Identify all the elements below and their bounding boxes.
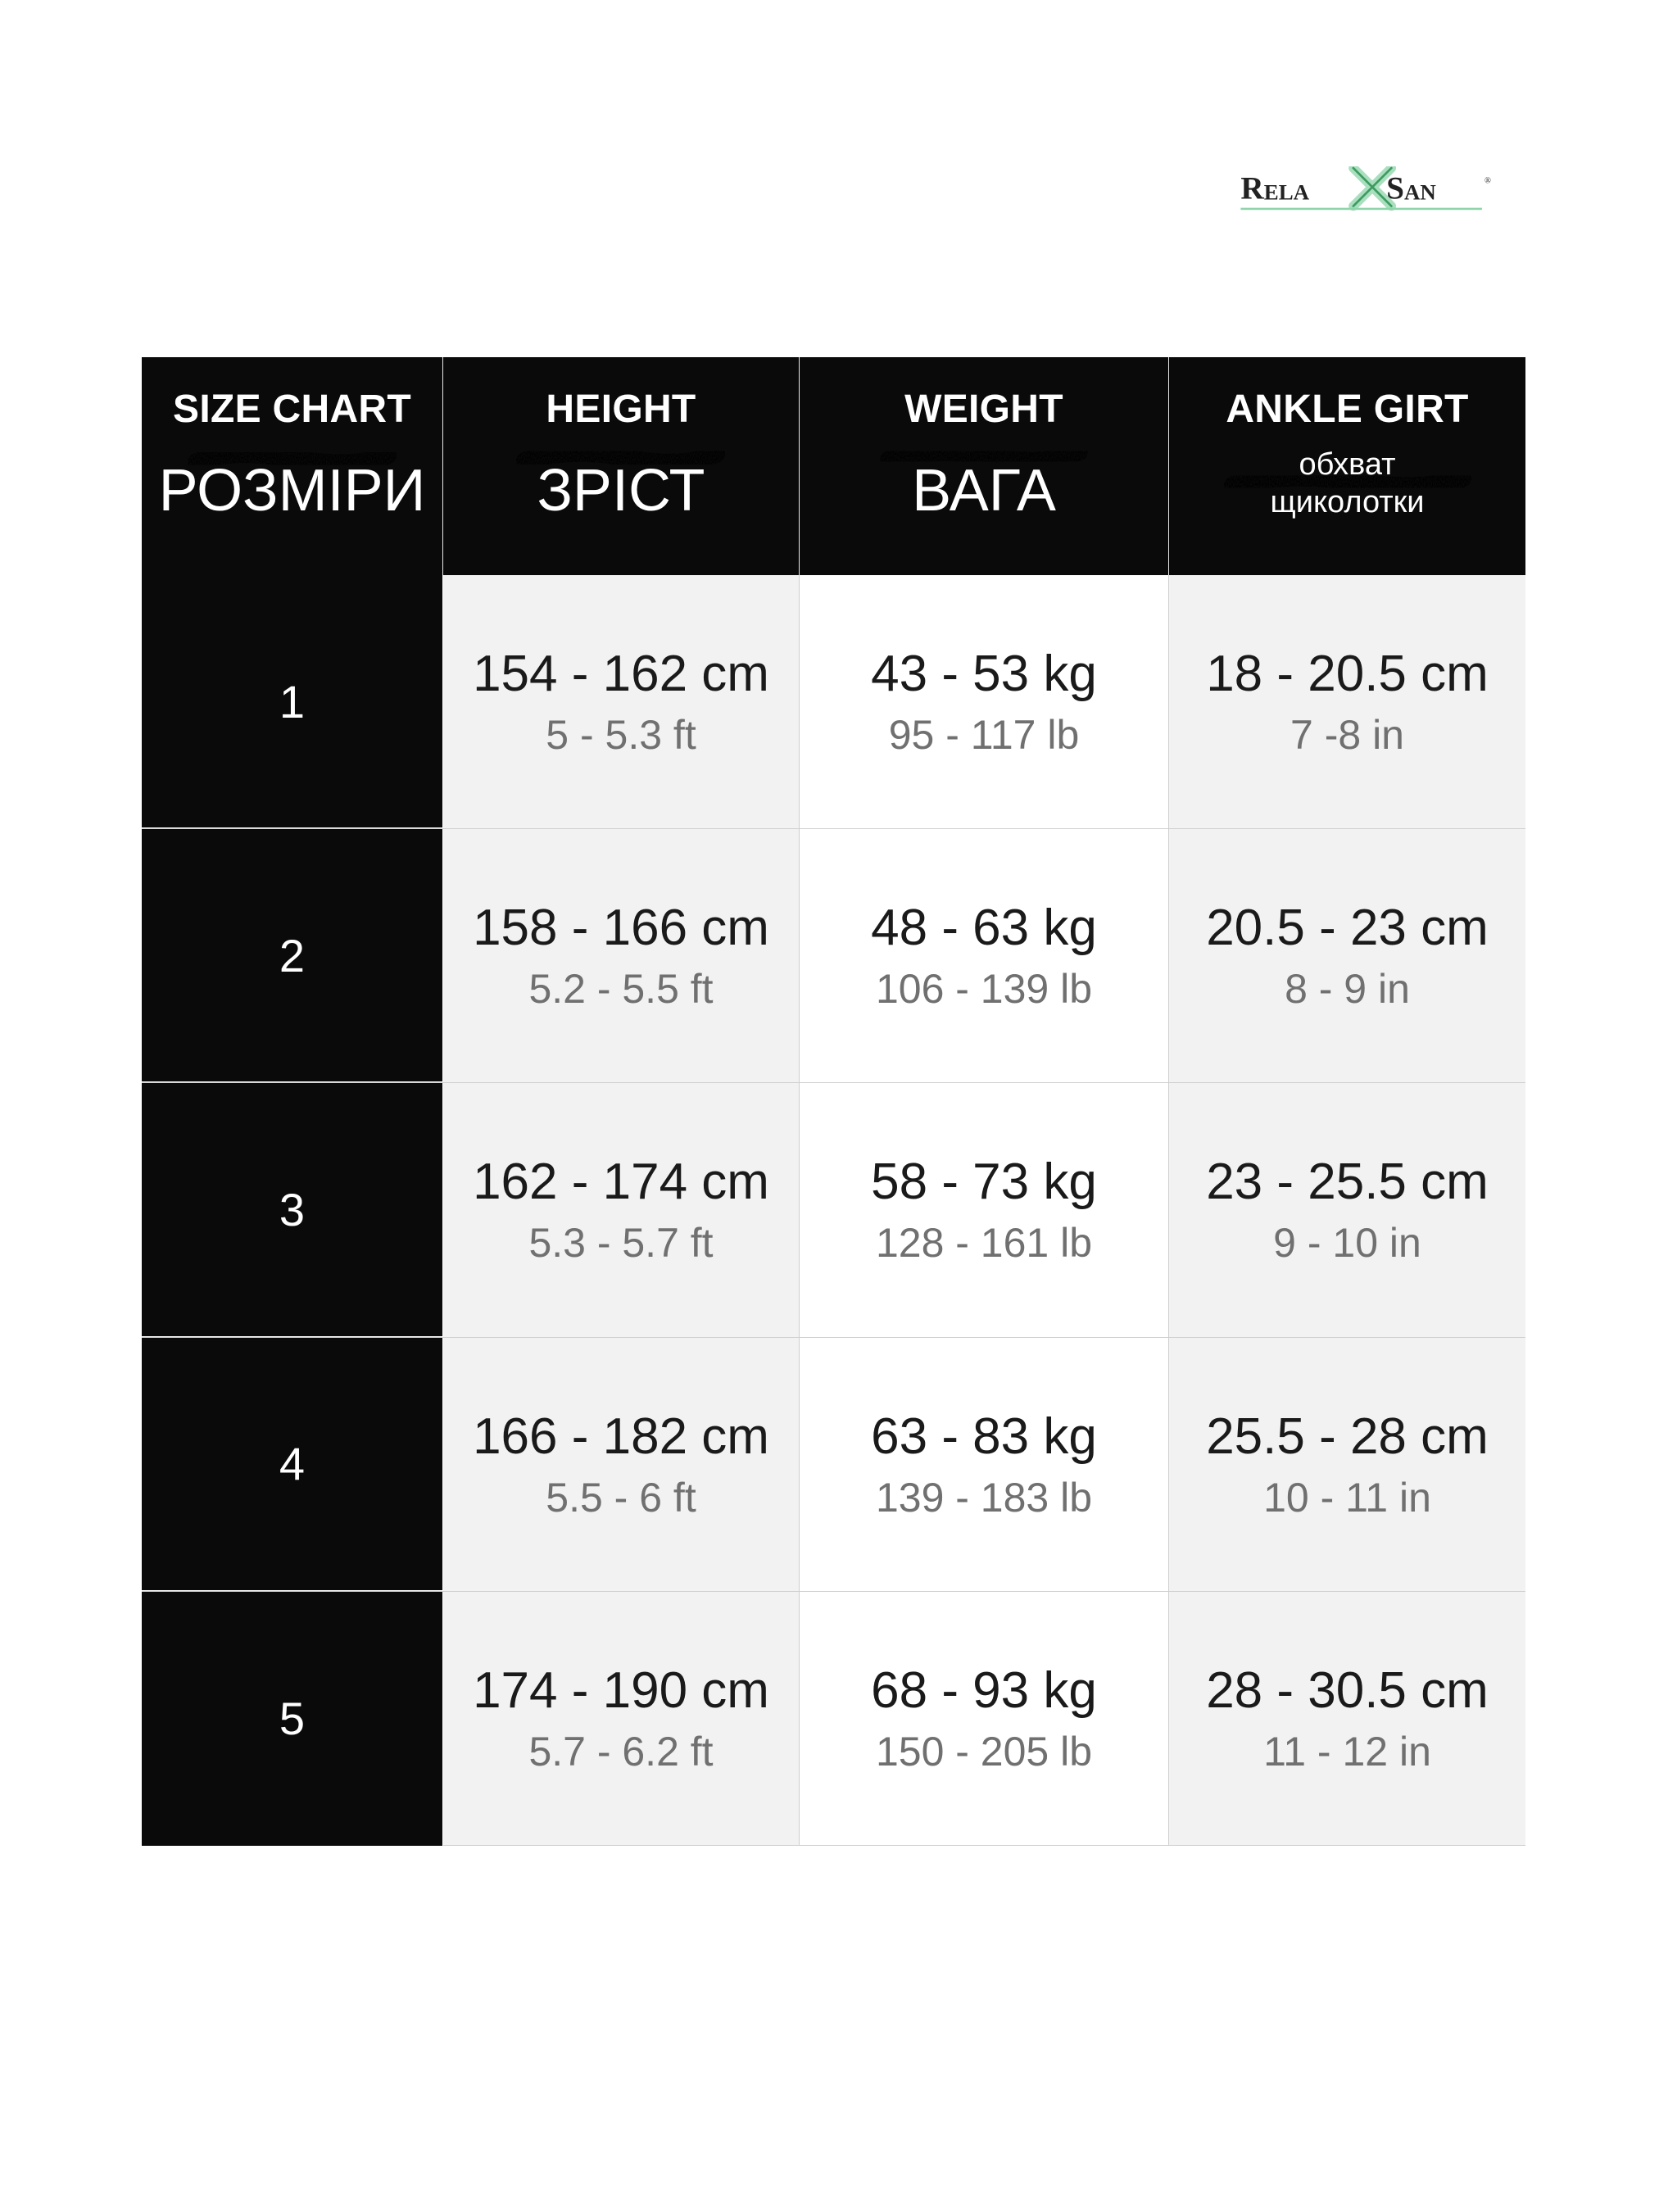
svg-text:RELA: RELA xyxy=(1240,170,1309,206)
svg-text:®: ® xyxy=(1484,177,1491,186)
svg-text:SAN: SAN xyxy=(1386,170,1436,206)
